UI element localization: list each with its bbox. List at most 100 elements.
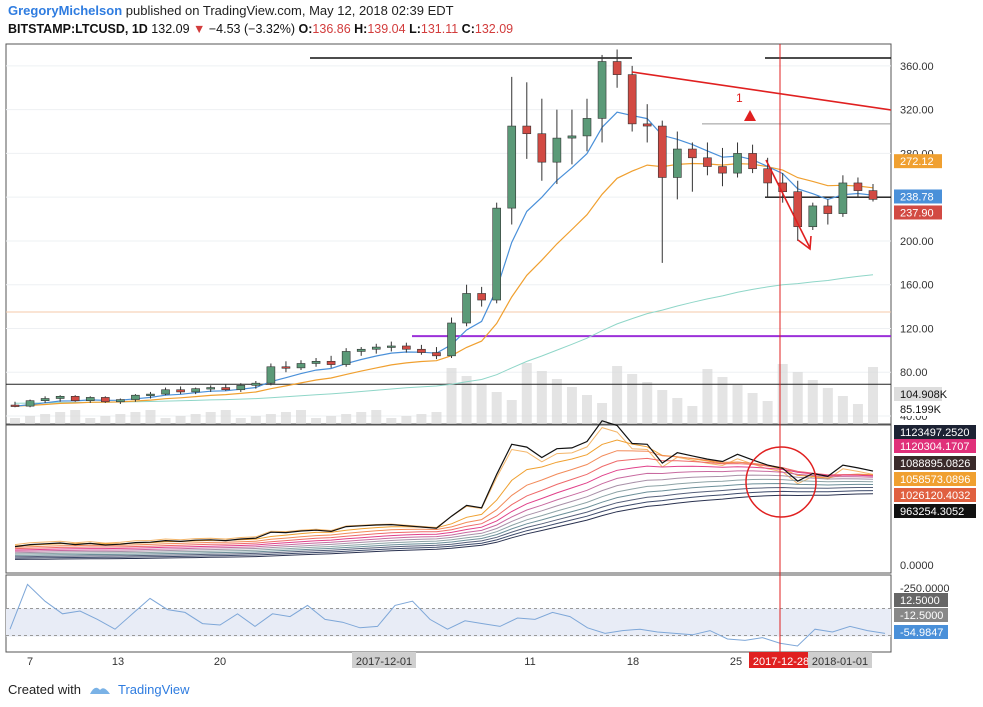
candle-body bbox=[447, 322, 456, 357]
volume-bar bbox=[612, 366, 623, 424]
candle-body bbox=[657, 125, 667, 178]
indicator-tick-label: 0.0000 bbox=[900, 560, 934, 572]
ribbon-line bbox=[14, 493, 874, 560]
ribbon-line bbox=[14, 465, 874, 551]
symbol-legend: BITSTAMP:LTCUSD, 1D 132.09 ▼ −4.53 (−3.3… bbox=[8, 22, 513, 36]
symbol-name: BITSTAMP:LTCUSD, 1D bbox=[8, 22, 148, 36]
volume-bar bbox=[521, 363, 532, 424]
candle-body bbox=[236, 385, 246, 391]
ribbon-line bbox=[14, 486, 873, 558]
candle-body bbox=[371, 346, 381, 350]
down-arrow-icon: ▼ bbox=[193, 22, 206, 36]
price-change: −4.53 (−3.32%) bbox=[208, 22, 296, 36]
ribbon-line bbox=[14, 474, 874, 554]
oscillator-value-bg bbox=[894, 593, 948, 607]
candle-body bbox=[10, 404, 20, 407]
ema-fast-line bbox=[14, 111, 874, 407]
candle-body bbox=[567, 135, 577, 139]
price-label-bg bbox=[894, 205, 942, 220]
volume-bar bbox=[822, 388, 833, 424]
candle-body bbox=[838, 182, 848, 214]
candle-body bbox=[70, 396, 80, 401]
price-label: 238.78 bbox=[900, 191, 934, 203]
x-tick-label: 25 bbox=[730, 656, 742, 668]
volume-bar bbox=[717, 377, 728, 424]
volume-bar bbox=[687, 406, 698, 424]
oscillator-value-label: 12.5000 bbox=[900, 595, 940, 607]
candle-body bbox=[221, 387, 231, 391]
open-label: O: bbox=[298, 22, 313, 36]
volume-bar bbox=[326, 416, 337, 424]
x-tick-label: 13 bbox=[112, 656, 124, 668]
volume-bar bbox=[732, 385, 743, 424]
indicator-value-label: 963254.3052 bbox=[900, 506, 964, 518]
low-value: 131.11 bbox=[420, 22, 459, 36]
volume-bar bbox=[145, 410, 156, 424]
candle-body bbox=[597, 61, 607, 119]
volume-bar bbox=[205, 412, 216, 424]
indicator-value-bg bbox=[894, 504, 976, 518]
footer: Created with TradingView bbox=[8, 682, 190, 697]
candle-body bbox=[582, 118, 592, 137]
price-label-bg bbox=[894, 402, 942, 416]
candle-body bbox=[688, 148, 697, 159]
candle-body bbox=[146, 393, 155, 396]
volume-bar bbox=[627, 374, 638, 424]
high-value: 139.04 bbox=[367, 22, 406, 36]
candle-body bbox=[507, 125, 517, 209]
price-tick-label: 120.00 bbox=[900, 323, 934, 335]
open-value: 136.86 bbox=[312, 22, 351, 36]
oscillator-band bbox=[6, 608, 891, 637]
red-arrow-head bbox=[797, 235, 812, 251]
ribbon-main-line bbox=[14, 420, 874, 548]
highlight-circle bbox=[745, 446, 817, 518]
candle-body bbox=[191, 388, 200, 393]
candle-body bbox=[537, 133, 547, 163]
publish-info: GregoryMichelson published on TradingVie… bbox=[8, 3, 454, 18]
author-link[interactable]: GregoryMichelson bbox=[8, 3, 123, 18]
candle-body bbox=[522, 125, 532, 135]
high-label: H: bbox=[354, 22, 368, 36]
volume-bar bbox=[792, 372, 803, 424]
candle-body bbox=[793, 191, 803, 228]
candle-body bbox=[131, 394, 140, 400]
candle-body bbox=[612, 61, 622, 75]
indicator-value-bg bbox=[894, 425, 976, 439]
candle-body bbox=[432, 352, 441, 357]
candle-body bbox=[85, 397, 95, 401]
tradingview-brand-link[interactable]: TradingView bbox=[118, 682, 190, 697]
volume-bar bbox=[762, 401, 773, 424]
annotation-label: 1 bbox=[736, 91, 743, 105]
indicator-value-bg bbox=[894, 488, 976, 502]
candle-body bbox=[402, 345, 411, 350]
candle-body bbox=[176, 389, 185, 393]
candle-body bbox=[311, 360, 321, 364]
price-label-bg bbox=[894, 189, 942, 204]
last-price: 132.09 bbox=[151, 22, 190, 36]
candle-body bbox=[492, 207, 501, 301]
x-tick-label: 18 bbox=[627, 656, 639, 668]
candle-body bbox=[25, 400, 35, 407]
candle-body bbox=[552, 137, 562, 163]
volume-bar bbox=[386, 418, 397, 424]
close-value: 132.09 bbox=[474, 22, 514, 36]
volume-bar bbox=[702, 369, 713, 424]
volume-bar bbox=[341, 414, 352, 424]
x-tick-bg bbox=[352, 652, 416, 668]
oscillator-value-bg bbox=[894, 608, 948, 622]
volume-bar bbox=[597, 403, 608, 424]
volume-bar bbox=[265, 414, 276, 424]
candle-body bbox=[101, 397, 110, 403]
candle-body bbox=[266, 366, 276, 384]
volume-bar bbox=[446, 368, 457, 424]
ribbon-line bbox=[14, 478, 874, 555]
x-tick-label: 2017-12-28 bbox=[753, 656, 809, 668]
volume-bar bbox=[506, 400, 517, 424]
indicator-value-bg bbox=[894, 456, 976, 470]
x-tick-label: 7 bbox=[27, 656, 33, 668]
volume-bar bbox=[551, 379, 562, 424]
price-label: 237.90 bbox=[900, 207, 934, 219]
volume-bar bbox=[250, 416, 261, 424]
oscillator-value-label: -12.5000 bbox=[900, 610, 943, 622]
